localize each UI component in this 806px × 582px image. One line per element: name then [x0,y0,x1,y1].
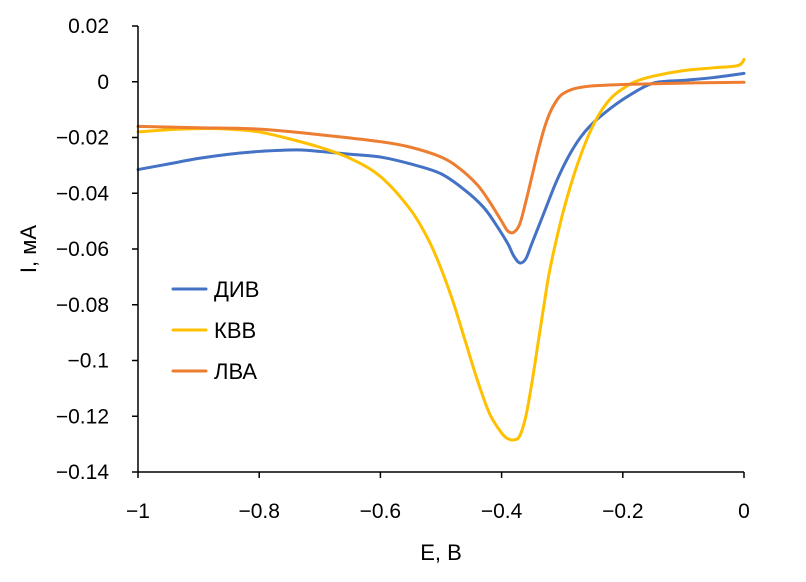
x-axis-title: E, В [420,540,462,565]
x-tick-label: −0.6 [360,500,401,523]
series-line-div [136,71,746,265]
x-tick-label: −1 [126,500,150,523]
y-tick-label: 0 [97,71,109,94]
y-tick-label: −0.04 [56,182,109,205]
series-line-lva [136,80,746,235]
y-tick-label: −0.12 [56,405,109,428]
y-tick-label: −0.06 [56,238,109,261]
x-tick-label: −0.4 [481,500,523,523]
series-line-kvv [136,57,746,442]
y-tick-label: −0.1 [68,350,109,373]
series-layer [136,57,746,442]
legend-label-div: ДИВ [214,277,259,302]
x-tick-label: −0.2 [602,500,643,523]
x-tick-label: 0 [738,500,750,523]
y-tick-label: −0.08 [56,294,109,317]
y-tick-label: −0.14 [56,461,109,484]
legend: ДИВ КВВ ЛВА [171,277,259,384]
y-tick-label: 0.02 [68,15,109,38]
x-ticks: −1 −0.8 −0.6 −0.4 −0.2 0 [126,472,750,523]
y-ticks: 0.02 0 −0.02 −0.04 −0.06 −0.08 −0.1 −0.12 −0.14 [56,15,138,484]
x-tick-label: −0.8 [238,500,279,523]
legend-label-lva: ЛВА [214,359,257,384]
y-axis-title: I, мА [16,225,41,273]
y-tick-label: −0.02 [56,127,109,150]
legend-label-kvv: КВВ [214,318,256,343]
